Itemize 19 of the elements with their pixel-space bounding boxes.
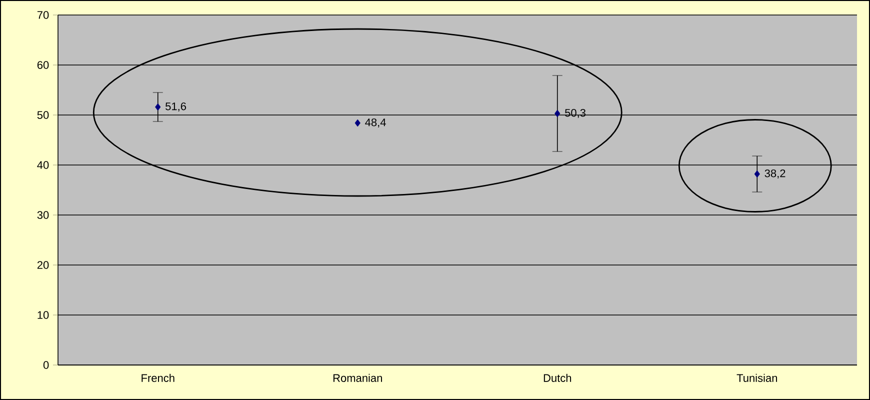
point — [354, 119, 360, 127]
y-tick-label: 60 — [37, 61, 49, 69]
x-tick-label: Tunisian — [736, 374, 777, 382]
y-tick-label: 20 — [37, 261, 49, 269]
x-tick-label: Romanian — [333, 374, 382, 382]
y-tick-label: 40 — [37, 161, 49, 169]
data-label: 48,4 — [365, 118, 386, 128]
y-tick-label: 70 — [37, 11, 49, 19]
x-tick-label: French — [142, 374, 174, 382]
y-tick-label: 0 — [43, 361, 49, 369]
y-tick-label: 50 — [37, 111, 49, 119]
data-label: 51,6 — [166, 102, 186, 112]
point — [155, 103, 161, 111]
point — [754, 170, 760, 178]
y-tick-label: 10 — [38, 311, 49, 319]
data-label: 38,2 — [764, 169, 786, 179]
point — [554, 110, 560, 118]
x-tick-label: Dutch — [544, 374, 572, 382]
y-tick-label: 30 — [37, 211, 49, 219]
